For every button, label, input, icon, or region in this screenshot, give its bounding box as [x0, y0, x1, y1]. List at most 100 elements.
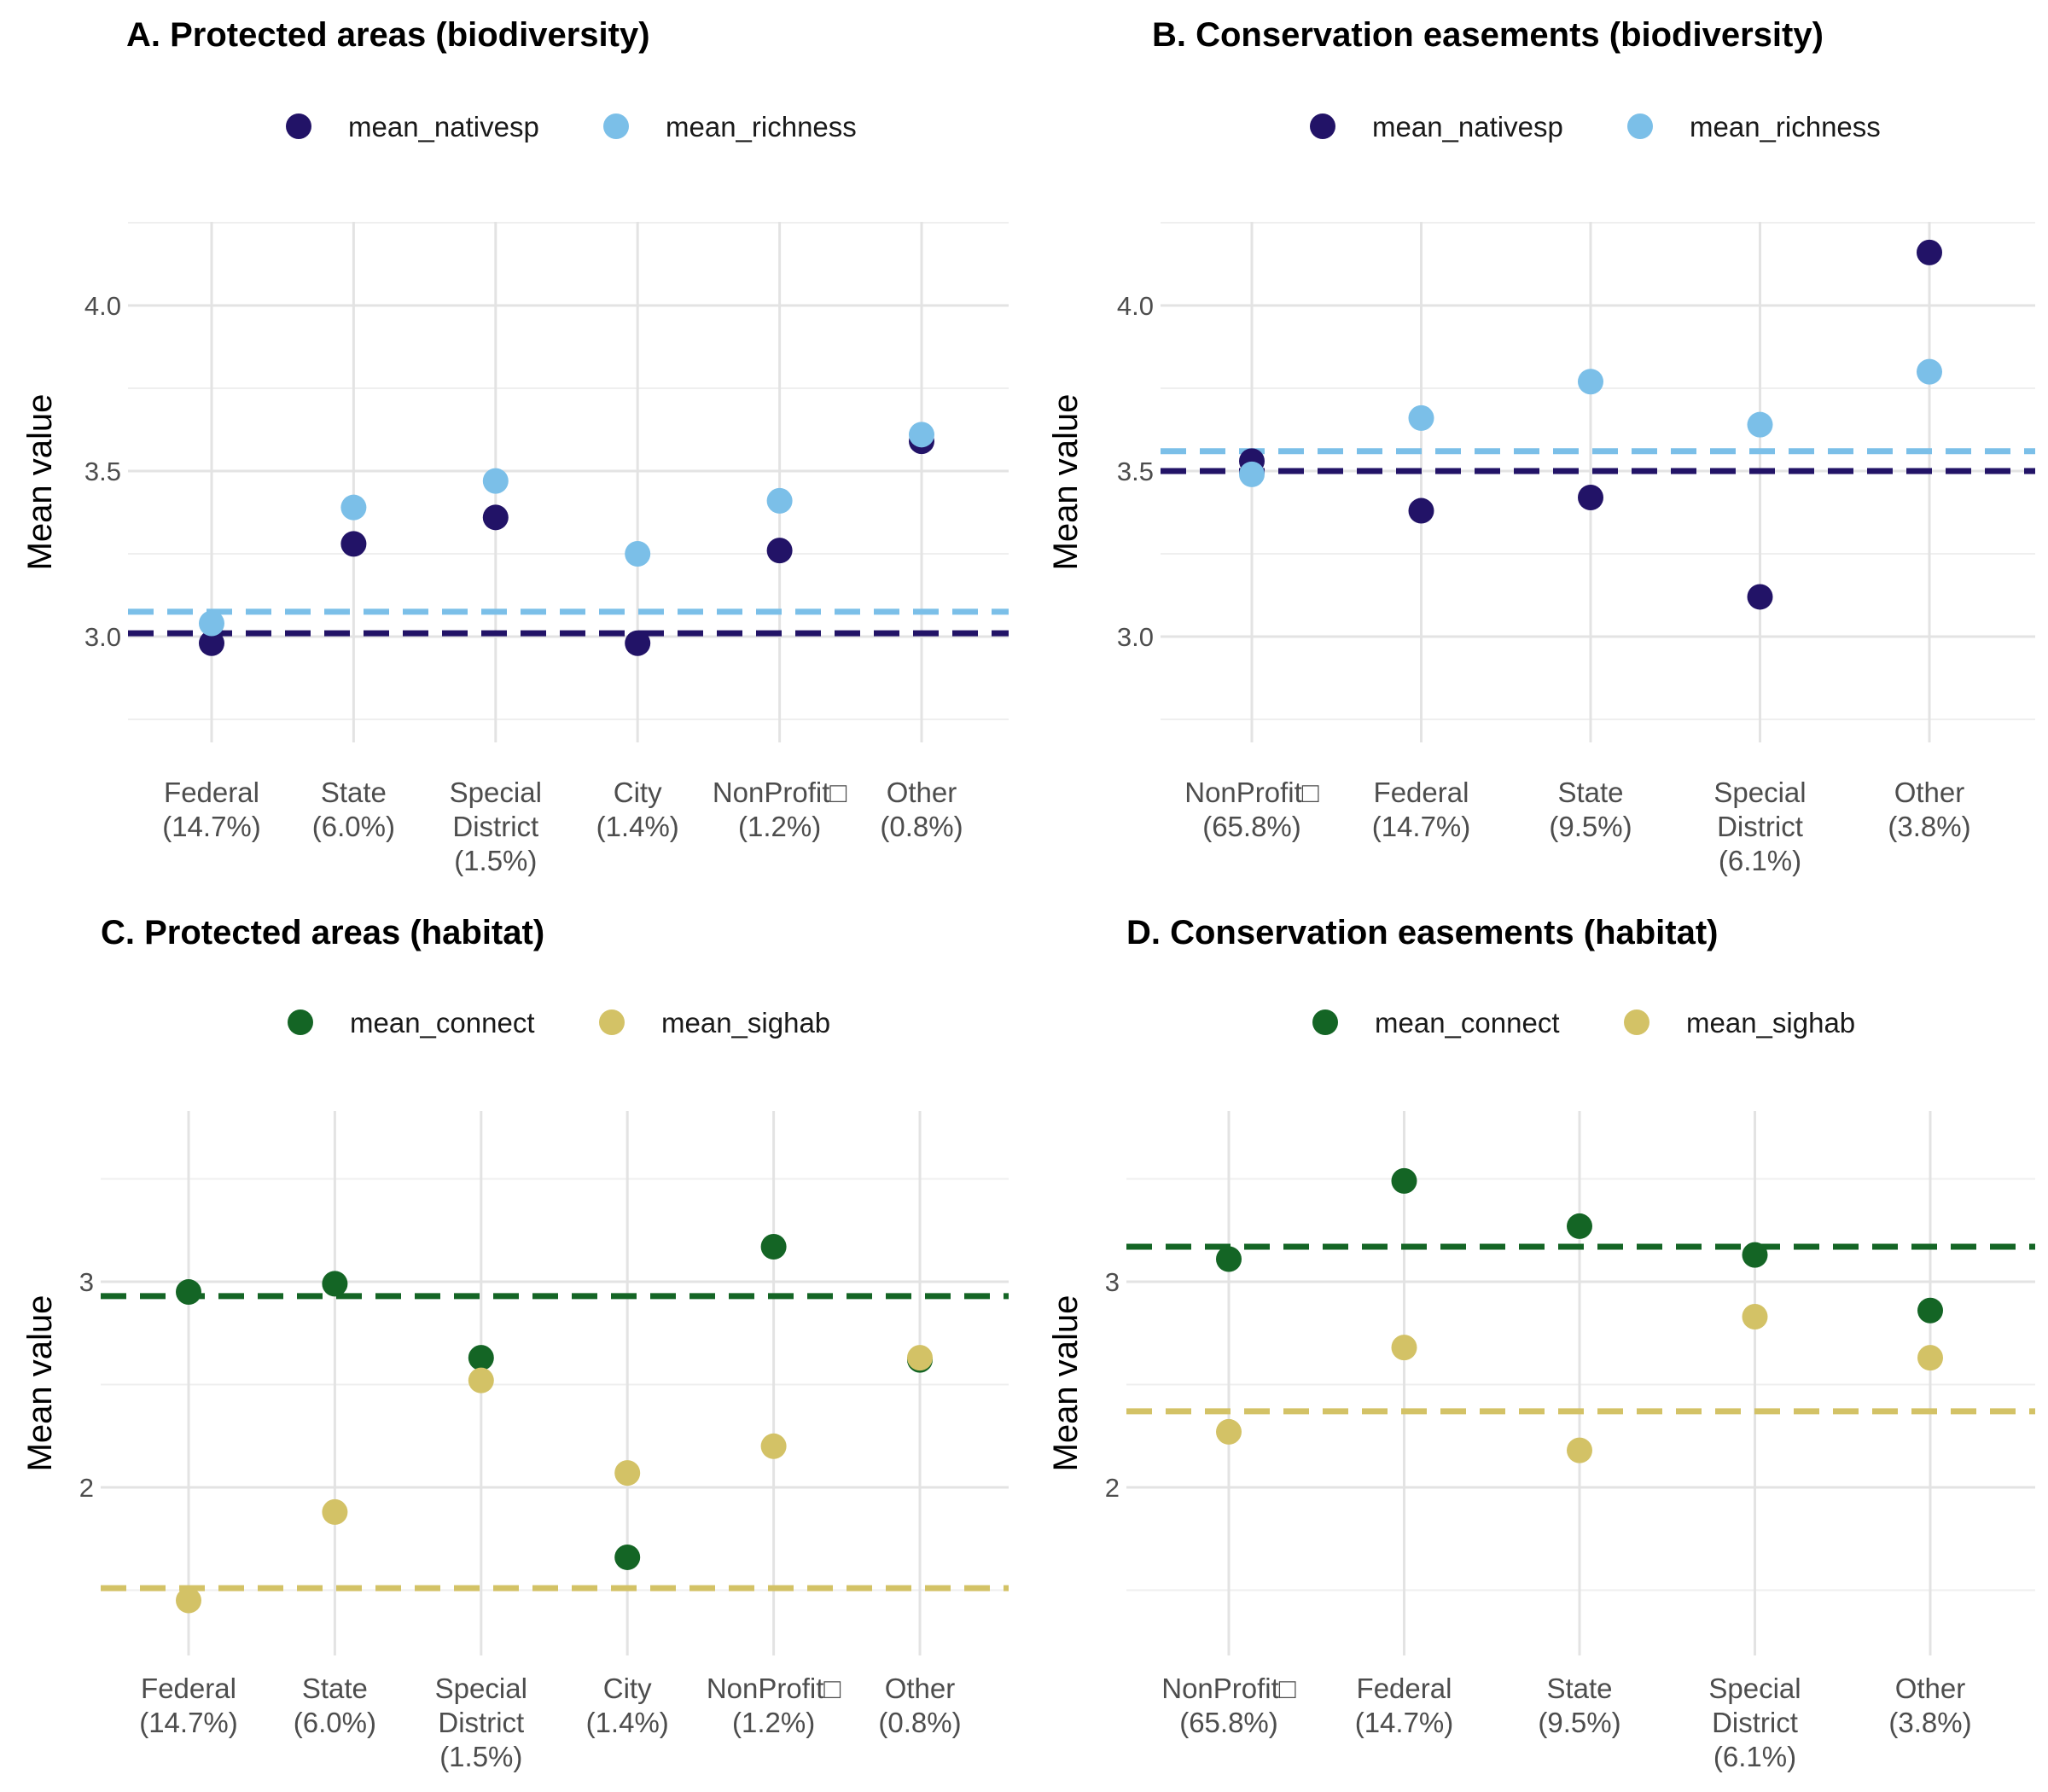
series-mean_richness: [199, 422, 934, 637]
x-tick-label: Other (0.8%): [878, 1673, 961, 1738]
y-tick-label: 2: [79, 1473, 94, 1503]
legend-key: [1312, 1009, 1338, 1035]
minor-gridlines: [101, 1178, 1009, 1591]
data-point: [322, 1271, 348, 1297]
data-point: [909, 422, 934, 448]
panel-title: A. Protected areas (biodiversity): [126, 16, 650, 54]
data-point: [1578, 485, 1603, 511]
data-point: [468, 1345, 494, 1371]
data-point: [482, 468, 509, 494]
x-tick-label: Federal (14.7%): [139, 1673, 238, 1738]
x-tick-label: State (9.5%): [1549, 777, 1632, 842]
x-tick-label: Special District (6.1%): [1708, 1673, 1801, 1772]
series-mean_sighab: [1216, 1303, 1943, 1463]
y-tick-label: 3.0: [1117, 622, 1154, 652]
y-tick-label: 3: [1105, 1267, 1120, 1297]
y-tick-label: 3: [79, 1267, 94, 1297]
y-axis-label: Mean value: [21, 1295, 59, 1472]
data-point: [176, 1587, 201, 1614]
legend: mean_nativesp mean_richness: [1310, 111, 1881, 143]
data-point: [1567, 1213, 1592, 1239]
reference-lines: [101, 1293, 1009, 1591]
x-tick-label: State (6.0%): [294, 1673, 376, 1738]
data-point: [1391, 1335, 1417, 1361]
legend-label: mean_sighab: [1686, 1007, 1855, 1039]
x-tick-label: Special District (1.5%): [450, 777, 542, 876]
panel-c: 2 3 Federal (14.7%) State (6.0%) Special Distri…: [21, 914, 1009, 1772]
data-point: [1578, 369, 1603, 395]
legend-key: [1624, 1009, 1649, 1035]
data-point: [340, 531, 367, 557]
panel-a: 3.0 3.5 4.0 Federal (14.7%) State (6.0%) Specia…: [21, 16, 1009, 876]
data-point: [1216, 1418, 1242, 1445]
x-tick-label: NonProfit□ (1.2%): [707, 1673, 841, 1738]
data-point: [1742, 1303, 1768, 1329]
legend-key: [286, 113, 311, 139]
x-tick-label: State (9.5%): [1538, 1673, 1620, 1738]
legend: mean_connect mean_sighab: [1312, 1007, 1855, 1039]
panel-d: 2 3 NonProfit□ (65.8%) Federal (14.7%) State (9…: [1047, 914, 2035, 1772]
minor-gridlines: [128, 222, 1009, 720]
x-tick-label: Other (3.8%): [1888, 777, 1970, 842]
data-point: [322, 1498, 348, 1525]
data-point: [760, 1234, 787, 1260]
data-point: [1239, 461, 1265, 487]
data-point: [1408, 497, 1434, 524]
major-gridlines: [1161, 222, 2035, 742]
y-tick-label: 3.5: [84, 457, 121, 486]
legend: mean_nativesp mean_richness: [286, 111, 857, 143]
data-point: [199, 630, 224, 656]
data-point: [614, 1544, 641, 1570]
data-point: [1917, 239, 1942, 265]
data-point: [766, 538, 793, 564]
data-point: [766, 487, 793, 514]
y-tick-label: 3.5: [1117, 457, 1154, 486]
series-mean_nativesp: [199, 428, 934, 656]
x-tick-label: Federal (14.7%): [162, 777, 261, 842]
series-mean_sighab: [176, 1345, 933, 1614]
data-point: [1917, 358, 1942, 385]
legend-label: mean_richness: [666, 111, 857, 143]
legend-key: [599, 1009, 625, 1035]
data-point: [340, 494, 367, 521]
data-point: [614, 1460, 641, 1487]
legend-label: mean_nativesp: [1372, 111, 1563, 143]
legend-label: mean_connect: [350, 1007, 534, 1039]
legend-key: [1310, 113, 1335, 139]
x-tick-label: NonProfit□ (65.8%): [1161, 1673, 1296, 1738]
reference-lines: [1126, 1243, 2035, 1415]
data-point: [1917, 1345, 1943, 1371]
x-tick-label: City (1.4%): [586, 1673, 669, 1738]
panel-title: C. Protected areas (habitat): [101, 914, 544, 951]
x-tick-label: NonProfit□ (65.8%): [1184, 777, 1319, 842]
panel-b: 3.0 3.5 4.0 NonProfit□ (65.8%) Federal (14.7%)…: [1047, 16, 2035, 876]
y-tick-label: 4.0: [1117, 291, 1154, 321]
data-point: [625, 541, 651, 567]
data-point: [625, 630, 651, 656]
data-point: [1742, 1242, 1768, 1268]
data-point: [1408, 404, 1434, 431]
data-point: [1567, 1437, 1592, 1463]
y-axis-label: Mean value: [1047, 394, 1085, 571]
legend-label: mean_connect: [1375, 1007, 1559, 1039]
data-point: [468, 1367, 494, 1393]
x-tick-label: Federal (14.7%): [1355, 1673, 1454, 1738]
legend-label: mean_nativesp: [348, 111, 539, 143]
legend-key: [603, 113, 629, 139]
x-tick-label: Special District (6.1%): [1713, 777, 1806, 876]
x-tick-label: Federal (14.7%): [1372, 777, 1471, 842]
major-gridlines: [128, 222, 1009, 742]
legend-label: mean_sighab: [661, 1007, 830, 1039]
data-point: [1747, 584, 1773, 610]
data-point: [1216, 1246, 1242, 1272]
series-mean_richness: [1239, 358, 1942, 487]
data-point: [760, 1433, 787, 1459]
legend-label: mean_richness: [1690, 111, 1881, 143]
x-tick-label: Other (0.8%): [880, 777, 963, 842]
legend-key: [1627, 113, 1653, 139]
data-point: [199, 610, 224, 637]
major-gridlines: [1126, 1111, 2035, 1655]
legend-key: [288, 1009, 313, 1035]
reference-lines: [128, 608, 1009, 637]
